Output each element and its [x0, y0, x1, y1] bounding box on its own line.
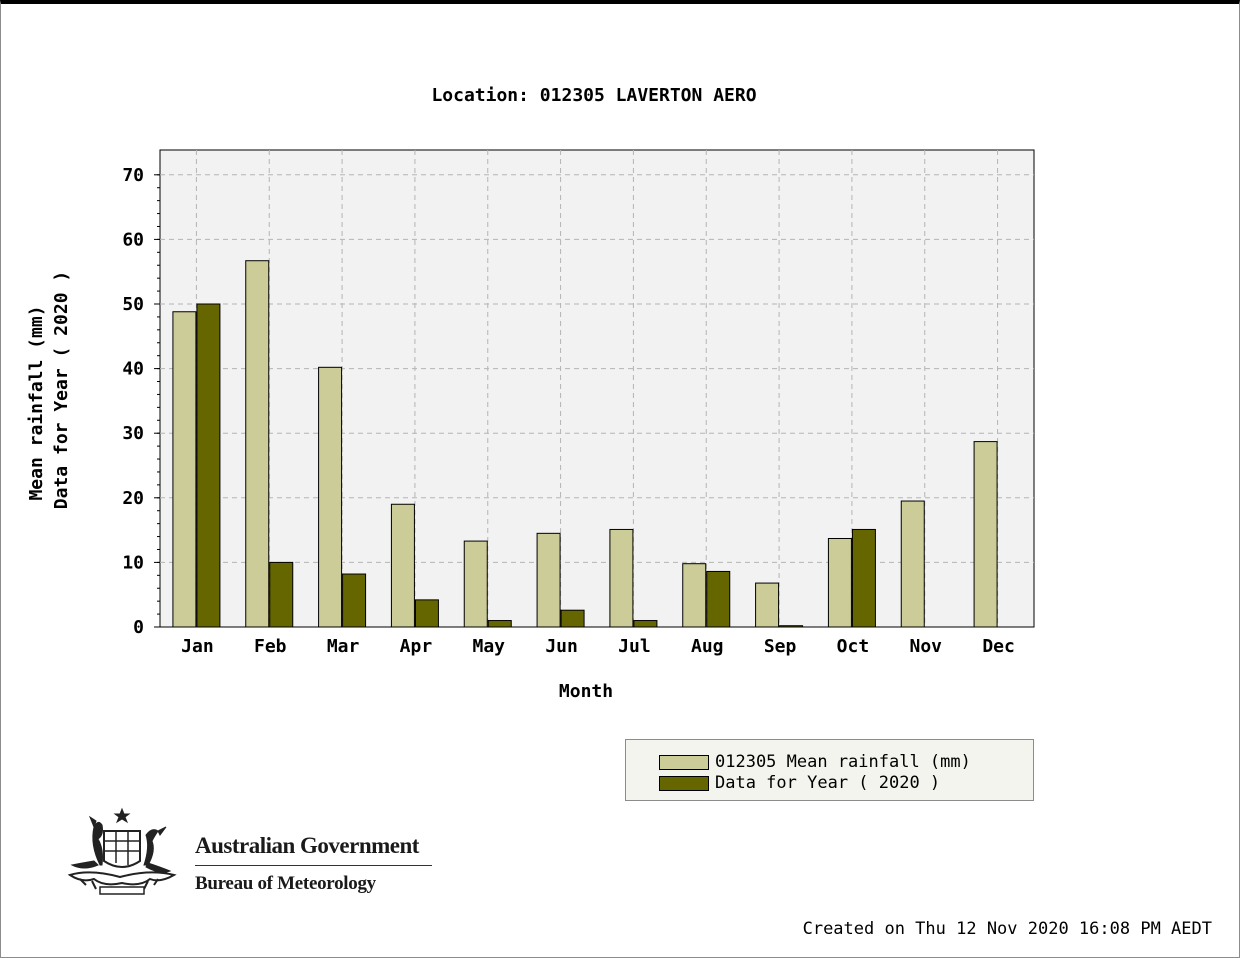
bar-year-jan	[196, 303, 221, 628]
bar-mean-jul	[609, 528, 634, 628]
legend-label-mean: 012305 Mean rainfall (mm)	[715, 752, 971, 772]
x-tick-label: Nov	[909, 636, 942, 657]
logo-divider	[195, 865, 432, 866]
bar-year-jun	[560, 609, 585, 628]
bar-year-may	[487, 620, 512, 628]
chart-title: Location: 012305 LAVERTON AERO	[431, 85, 756, 106]
bar-year-feb	[269, 561, 294, 628]
x-tick-label: Sep	[764, 636, 797, 657]
bar-year-mar	[342, 573, 367, 628]
y-tick-label: 20	[122, 488, 144, 509]
x-tick-label: Apr	[400, 636, 433, 657]
bar-mean-oct	[827, 537, 852, 628]
y-tick-label: 50	[122, 294, 144, 315]
x-tick-label: Jul	[618, 636, 651, 657]
y-tick-label: 10	[122, 552, 144, 573]
legend-swatch-year	[659, 775, 709, 791]
y-axis-title: Mean rainfall (mm)	[26, 305, 47, 500]
bar-year-oct	[851, 528, 876, 628]
gov-name: Australian Government	[195, 833, 419, 858]
plot-area	[159, 149, 1035, 628]
x-tick-label: Oct	[837, 636, 870, 657]
bar-mean-mar	[318, 366, 343, 628]
x-axis-title: Month	[559, 681, 613, 702]
bar-mean-dec	[973, 441, 998, 628]
x-tick-label: Aug	[691, 636, 724, 657]
y-axis-ticks: 0 10 20 30 40 50 60 70	[122, 165, 160, 638]
created-timestamp: Created on Thu 12 Nov 2020 16:08 PM AEDT	[802, 919, 1212, 939]
y-tick-label: 40	[122, 359, 144, 380]
x-tick-label: Mar	[327, 636, 360, 657]
legend-label-year: Data for Year ( 2020 )	[715, 773, 941, 793]
x-tick-label: Dec	[982, 636, 1015, 657]
y-tick-label: 60	[122, 229, 144, 250]
bar-mean-may	[463, 540, 488, 628]
y-tick-label: 30	[122, 423, 144, 444]
bar-mean-sep	[755, 582, 780, 628]
bar-year-sep	[779, 625, 804, 628]
bar-year-aug	[706, 570, 731, 628]
y-tick-label: 70	[122, 165, 144, 186]
bar-mean-feb	[245, 260, 270, 628]
bars	[172, 260, 998, 628]
y-axis-title-2: Data for Year ( 2020 )	[51, 271, 72, 509]
legend: 012305 Mean rainfall (mm) Data for Year …	[625, 739, 1034, 801]
y-tick-label: 0	[133, 617, 144, 638]
bar-mean-apr	[390, 503, 415, 628]
bar-mean-jan	[172, 311, 197, 628]
bar-mean-nov	[900, 500, 925, 628]
bar-mean-jun	[536, 532, 561, 628]
bar-mean-aug	[682, 563, 707, 628]
agency-name: Bureau of Meteorology	[195, 873, 376, 894]
coat-of-arms-icon	[67, 807, 177, 895]
bom-logo: Australian Government Bureau of Meteorol…	[60, 805, 440, 905]
x-tick-label: May	[472, 636, 505, 657]
x-axis-tick-labels: Jan Feb Mar Apr May Jun Jul Aug Sep Oct Nov Dec	[181, 636, 1015, 657]
legend-item-year: Data for Year ( 2020 )	[659, 773, 940, 793]
legend-swatch-mean	[659, 754, 709, 770]
bar-year-jul	[633, 620, 658, 628]
legend-item-mean: 012305 Mean rainfall (mm)	[659, 752, 971, 772]
x-tick-label: Jun	[545, 636, 578, 657]
x-tick-label: Feb	[254, 636, 287, 657]
x-tick-label: Jan	[181, 636, 214, 657]
bar-year-apr	[414, 599, 439, 628]
